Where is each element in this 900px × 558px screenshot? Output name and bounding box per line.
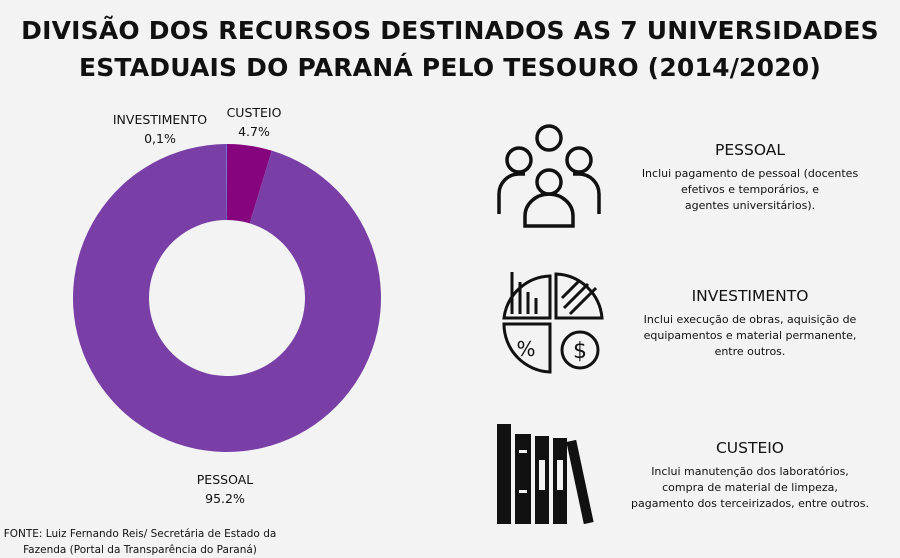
section-custeio-text: Inclui manutenção dos laboratórios, comp… bbox=[631, 465, 869, 510]
section-investimento-text: Inclui execução de obras, aquisição de e… bbox=[643, 313, 857, 358]
donut-slice-pessoal bbox=[72, 144, 381, 453]
label-pessoal: PESSOAL 95.2% bbox=[160, 470, 290, 508]
source-note: FONTE: Luiz Fernando Reis/ Secretária de… bbox=[3, 528, 277, 556]
section-investimento-title: INVESTIMENTO bbox=[691, 287, 809, 305]
section-pessoal-text: Inclui pagamento de pessoal (docentes ef… bbox=[641, 167, 859, 212]
label-custeio-name: CUSTEIO bbox=[226, 105, 282, 120]
label-custeio-value: 4.7% bbox=[238, 124, 270, 139]
svg-text:$: $ bbox=[573, 339, 587, 364]
label-investimento-value: 0,1% bbox=[144, 131, 176, 146]
title-line-1: DIVISÃO DOS RECURSOS DESTINADOS AS 7 UNI… bbox=[21, 16, 879, 45]
label-investimento: INVESTIMENTO 0,1% bbox=[100, 110, 220, 148]
donut-slice-custeio bbox=[227, 144, 272, 224]
label-investimento-name: INVESTIMENTO bbox=[112, 112, 208, 127]
title-line-2: ESTADUAIS DO PARANÁ PELO TESOURO (2014/2… bbox=[78, 53, 822, 82]
section-pessoal-title: PESSOAL bbox=[715, 141, 785, 159]
label-custeio: CUSTEIO 4.7% bbox=[214, 103, 294, 141]
section-custeio-title: CUSTEIO bbox=[715, 439, 785, 457]
donut-slice-investimento bbox=[226, 144, 227, 221]
svg-text:%: % bbox=[516, 337, 535, 361]
books-icon bbox=[497, 424, 594, 525]
label-pessoal-value: 95.2% bbox=[205, 491, 245, 506]
section-custeio: CUSTEIO Inclui manutenção dos laboratóri… bbox=[610, 438, 890, 512]
section-pessoal: PESSOAL Inclui pagamento de pessoal (doc… bbox=[610, 140, 890, 214]
label-pessoal-name: PESSOAL bbox=[196, 472, 254, 487]
investment-chart-icon: $ % bbox=[502, 272, 604, 374]
chart-title: DIVISÃO DOS RECURSOS DESTINADOS AS 7 UNI… bbox=[0, 12, 900, 86]
people-group-icon bbox=[497, 124, 601, 228]
section-investimento: INVESTIMENTO Inclui execução de obras, a… bbox=[610, 286, 890, 360]
